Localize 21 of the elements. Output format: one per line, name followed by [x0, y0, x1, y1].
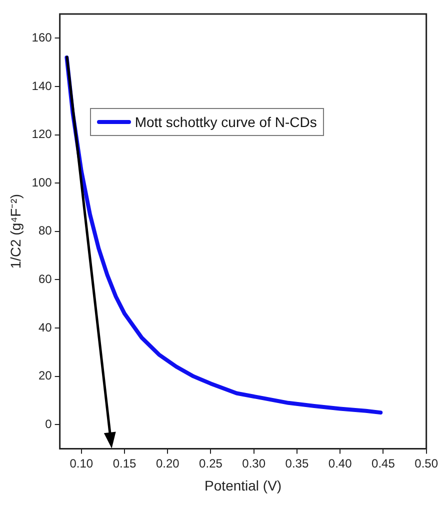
x-tick-label: 0.50 — [414, 456, 438, 470]
y-tick-label: 0 — [45, 416, 52, 431]
y-tick-label: 120 — [32, 127, 52, 142]
x-tick-label: 0.20 — [156, 456, 180, 470]
y-tick-label: 160 — [32, 30, 52, 44]
x-tick-label: 0.10 — [70, 456, 94, 470]
y-tick-label: 40 — [38, 320, 52, 334]
x-tick-label: 0.40 — [328, 456, 352, 470]
y-tick-label: 20 — [38, 368, 52, 383]
legend-label: Mott schottky curve of N-CDs — [134, 114, 317, 130]
x-tick-label: 0.25 — [199, 456, 223, 470]
x-tick-label: 0.15 — [112, 456, 136, 470]
x-tick-label: 0.30 — [242, 456, 266, 470]
y-tick-label: 100 — [32, 175, 52, 190]
x-axis-title: Potential (V) — [204, 477, 282, 494]
y-tick-label: 140 — [32, 78, 52, 93]
y-tick-label: 60 — [38, 272, 52, 286]
y-axis-title: 1/C2 (g⁴F⁻²) — [7, 194, 24, 269]
x-tick-label: 0.45 — [372, 456, 396, 470]
y-tick-label: 80 — [38, 224, 52, 238]
x-tick-label: 0.35 — [285, 456, 309, 470]
